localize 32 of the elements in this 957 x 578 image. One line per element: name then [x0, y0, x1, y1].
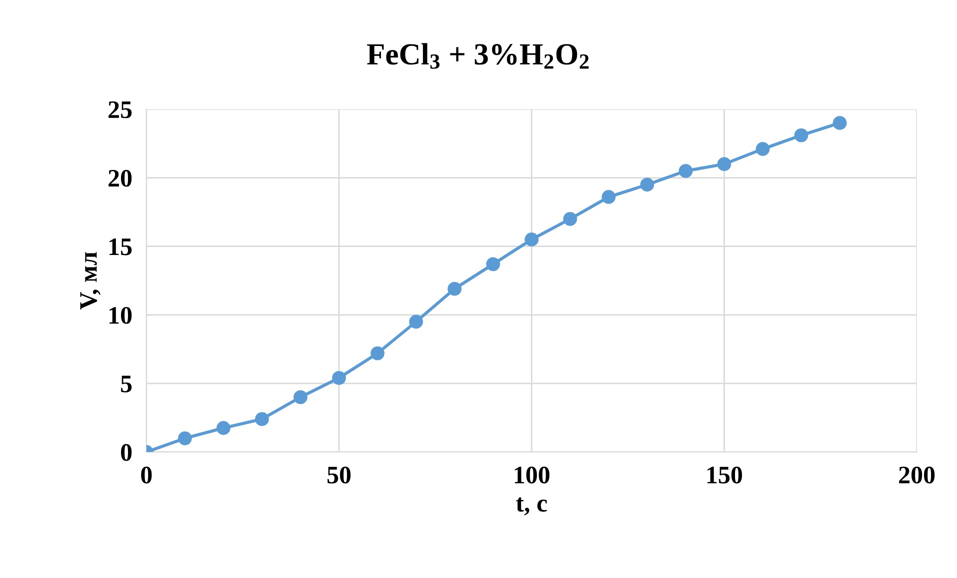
x-tick-label: 200	[899, 466, 935, 484]
y-tick-label: 10	[110, 306, 132, 324]
x-tick-label: 100	[514, 466, 550, 484]
y-tick-label: 0	[120, 444, 132, 461]
point	[255, 412, 269, 426]
point	[794, 128, 808, 142]
point	[332, 371, 346, 385]
point	[602, 190, 616, 204]
point	[563, 212, 578, 226]
point	[832, 116, 847, 130]
y-tick-label: 20	[108, 170, 132, 187]
y-axis-title: V, мл	[80, 252, 101, 310]
x-tick-label: 50	[328, 466, 351, 484]
point	[294, 390, 308, 404]
y-tick-label: 15	[110, 238, 132, 256]
point	[524, 232, 539, 246]
point	[448, 282, 462, 296]
point	[756, 142, 770, 156]
chart-title: FeCl$_{3}$ + 3%H$_{2}$O$_{2}$	[367, 43, 589, 69]
point	[409, 314, 423, 329]
point	[640, 178, 654, 192]
point	[678, 164, 693, 178]
point	[370, 346, 384, 360]
y-tick-label: 5	[121, 376, 132, 392]
x-tick-label: 0	[141, 466, 152, 484]
x-axis-title: t, с	[516, 497, 547, 516]
point	[178, 431, 192, 446]
x-tick-label: 150	[707, 466, 742, 484]
point	[216, 421, 230, 435]
y-tick-label: 25	[108, 101, 132, 118]
point	[486, 257, 500, 272]
point	[717, 157, 732, 172]
